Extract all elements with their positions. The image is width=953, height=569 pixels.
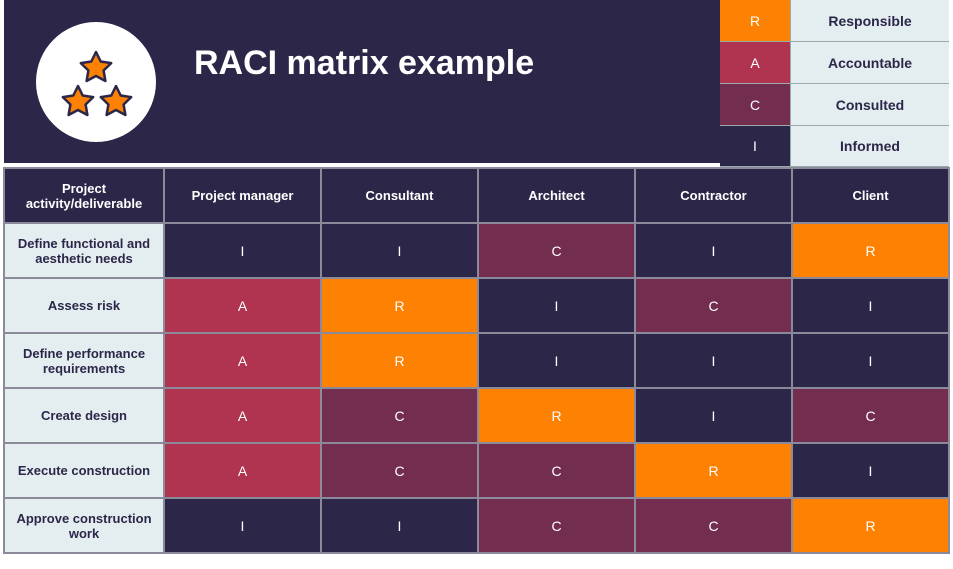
legend-item: A Accountable bbox=[720, 42, 949, 84]
activity-cell: Approve construction work bbox=[3, 497, 165, 554]
activity-cell: Define performance requirements bbox=[3, 332, 165, 389]
column-header: Contractor bbox=[634, 167, 793, 224]
legend-label: Accountable bbox=[790, 42, 949, 83]
column-header: Client bbox=[791, 167, 950, 224]
raci-cell: R bbox=[477, 387, 636, 444]
legend-item: C Consulted bbox=[720, 84, 949, 126]
legend: R Responsible A Accountable C Consulted I Infor… bbox=[720, 0, 949, 167]
legend-code: C bbox=[720, 84, 790, 125]
raci-cell: I bbox=[320, 222, 479, 279]
raci-cell: R bbox=[791, 222, 950, 279]
raci-cell: A bbox=[163, 332, 322, 389]
activity-cell: Assess risk bbox=[3, 277, 165, 334]
column-header: Project manager bbox=[163, 167, 322, 224]
raci-cell: C bbox=[320, 387, 479, 444]
legend-item: R Responsible bbox=[720, 0, 949, 42]
table-row: Execute construction A C C R I bbox=[3, 442, 950, 499]
legend-code: I bbox=[720, 126, 790, 166]
raci-cell: C bbox=[634, 497, 793, 554]
raci-cell: R bbox=[634, 442, 793, 499]
activity-cell: Execute construction bbox=[3, 442, 165, 499]
column-header: Architect bbox=[477, 167, 636, 224]
table-row: Create design A C R I C bbox=[3, 387, 950, 444]
legend-label: Responsible bbox=[790, 0, 949, 41]
raci-cell: I bbox=[791, 442, 950, 499]
raci-cell: A bbox=[163, 387, 322, 444]
legend-item: I Informed bbox=[720, 126, 949, 167]
column-header: Project activity/deliverable bbox=[3, 167, 165, 224]
table-row: Approve construction work I I C C R bbox=[3, 497, 950, 554]
legend-code: R bbox=[720, 0, 790, 41]
legend-label: Informed bbox=[790, 126, 949, 166]
stars-logo-icon bbox=[36, 22, 156, 142]
legend-label: Consulted bbox=[790, 84, 949, 125]
raci-cell: R bbox=[320, 332, 479, 389]
raci-cell: C bbox=[634, 277, 793, 334]
legend-code: A bbox=[720, 42, 790, 83]
raci-cell: C bbox=[477, 442, 636, 499]
raci-cell: I bbox=[634, 387, 793, 444]
raci-cell: I bbox=[320, 497, 479, 554]
raci-cell: I bbox=[791, 277, 950, 334]
raci-cell: C bbox=[320, 442, 479, 499]
raci-cell: A bbox=[163, 277, 322, 334]
raci-cell: A bbox=[163, 442, 322, 499]
table-row: Assess risk A R I C I bbox=[3, 277, 950, 334]
raci-table: Project activity/deliverable Project mana… bbox=[3, 167, 950, 554]
raci-cell: R bbox=[320, 277, 479, 334]
page-title: RACI matrix example bbox=[194, 44, 535, 82]
raci-cell: C bbox=[477, 222, 636, 279]
raci-cell: I bbox=[477, 332, 636, 389]
raci-cell: R bbox=[791, 497, 950, 554]
raci-cell: I bbox=[477, 277, 636, 334]
raci-cell: C bbox=[791, 387, 950, 444]
raci-cell: I bbox=[163, 497, 322, 554]
activity-cell: Create design bbox=[3, 387, 165, 444]
raci-cell: I bbox=[634, 222, 793, 279]
raci-cell: I bbox=[163, 222, 322, 279]
column-header: Consultant bbox=[320, 167, 479, 224]
raci-cell: C bbox=[477, 497, 636, 554]
table-row: Define functional and aesthetic needs I I C… bbox=[3, 222, 950, 279]
raci-cell: I bbox=[791, 332, 950, 389]
table-row: Define performance requirements A R I I I bbox=[3, 332, 950, 389]
raci-cell: I bbox=[634, 332, 793, 389]
title-banner: RACI matrix example bbox=[4, 0, 720, 163]
activity-cell: Define functional and aesthetic needs bbox=[3, 222, 165, 279]
